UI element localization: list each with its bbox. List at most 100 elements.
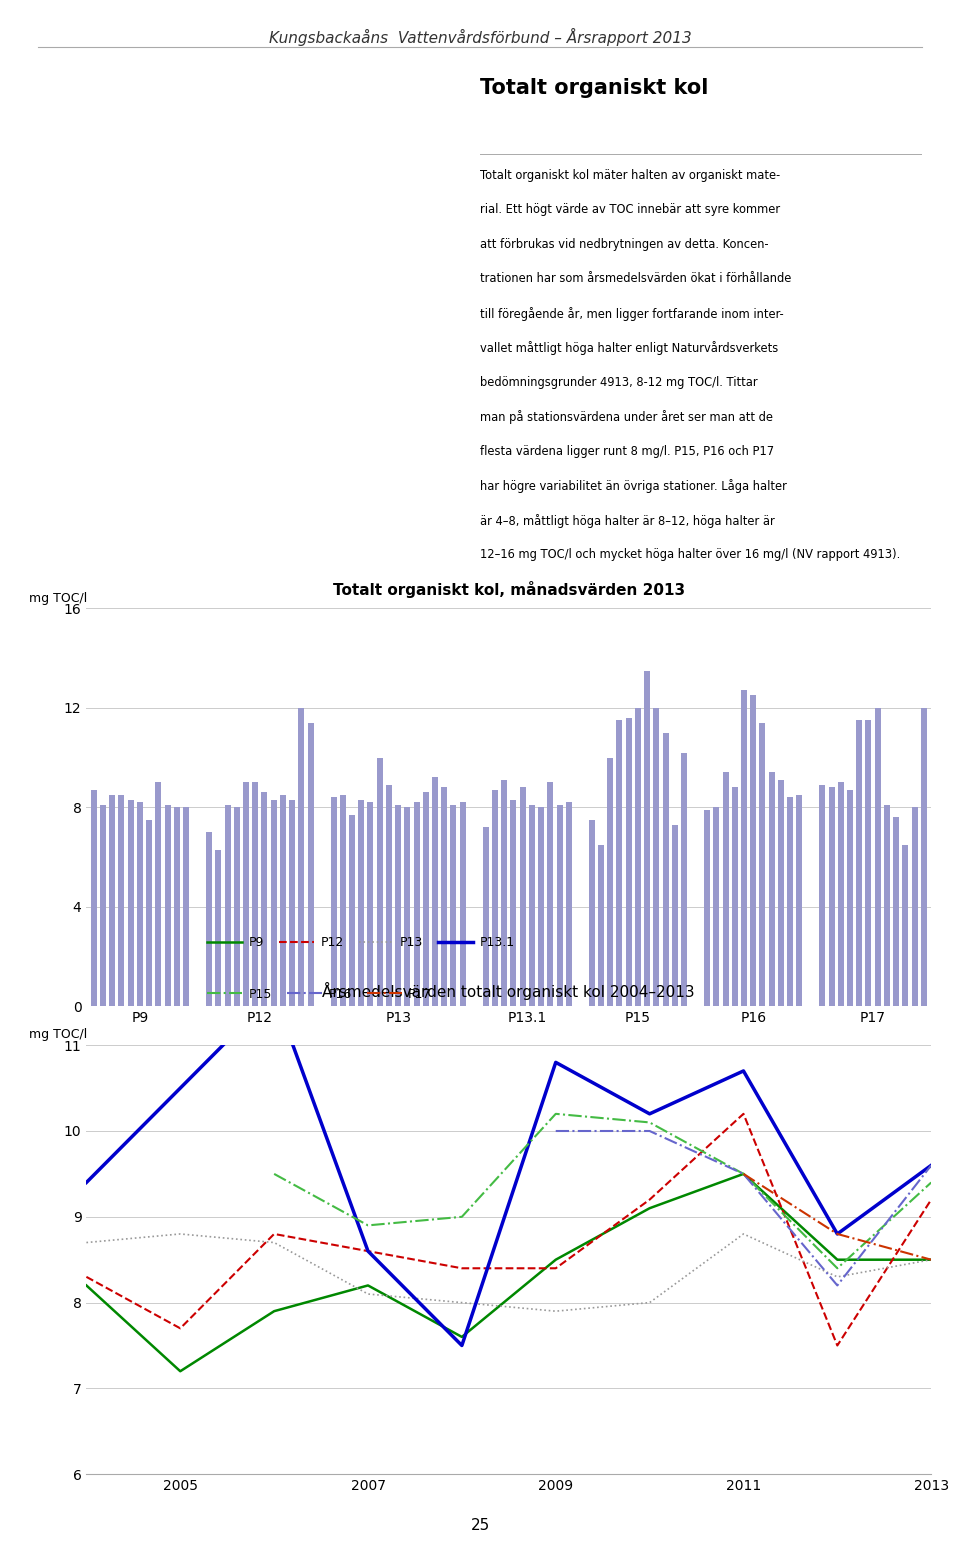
Bar <box>109 796 115 1006</box>
Bar <box>299 708 304 1006</box>
Text: rial. Ett högt värde av TOC innebär att syre kommer: rial. Ett högt värde av TOC innebär att … <box>480 203 780 217</box>
Bar <box>565 802 572 1006</box>
Bar <box>349 814 355 1006</box>
Bar <box>732 788 737 1006</box>
Text: har högre variabilitet än övriga stationer. Låga halter: har högre variabilitet än övriga station… <box>480 479 787 493</box>
Bar <box>529 805 535 1006</box>
Bar <box>174 808 180 1006</box>
Bar <box>672 825 678 1006</box>
Bar <box>137 802 143 1006</box>
Bar <box>414 802 420 1006</box>
Bar <box>778 780 784 1006</box>
Bar <box>704 810 710 1006</box>
Bar <box>644 671 650 1006</box>
Bar <box>128 800 133 1006</box>
Bar <box>838 783 844 1006</box>
Bar <box>261 792 268 1006</box>
Text: flesta värdena ligger runt 8 mg/l. P15, P16 och P17: flesta värdena ligger runt 8 mg/l. P15, … <box>480 445 774 457</box>
Bar <box>598 844 604 1006</box>
Bar <box>608 758 613 1006</box>
Bar <box>396 805 401 1006</box>
Bar <box>875 708 880 1006</box>
Bar <box>539 808 544 1006</box>
Text: vallet måttligt höga halter enligt Naturvårdsverkets: vallet måttligt höga halter enligt Natur… <box>480 342 779 356</box>
Text: att förbrukas vid nedbrytningen av detta. Koncen-: att förbrukas vid nedbrytningen av detta… <box>480 237 769 251</box>
Bar <box>713 808 719 1006</box>
Bar <box>492 789 498 1006</box>
Bar <box>662 733 668 1006</box>
Bar <box>243 783 249 1006</box>
Text: mg TOC/l: mg TOC/l <box>29 1028 87 1041</box>
Bar <box>164 805 171 1006</box>
Text: 25: 25 <box>470 1518 490 1533</box>
Text: trationen har som årsmedelsvärden ökat i förhållande: trationen har som årsmedelsvärden ökat i… <box>480 273 791 285</box>
Bar <box>146 819 152 1006</box>
Text: Totalt organiskt kol: Totalt organiskt kol <box>480 78 708 98</box>
Bar <box>183 808 189 1006</box>
Text: Kungsbackaåns  Vattenvårdsförbund – Årsrapport 2013: Kungsbackaåns Vattenvårdsförbund – Årsra… <box>269 28 691 47</box>
Text: mg TOC/l: mg TOC/l <box>29 593 87 605</box>
Bar <box>368 802 373 1006</box>
Bar <box>820 785 826 1006</box>
Bar <box>557 805 563 1006</box>
Bar <box>422 792 429 1006</box>
Bar <box>547 783 553 1006</box>
Bar <box>511 800 516 1006</box>
Bar <box>654 708 660 1006</box>
Bar <box>225 805 230 1006</box>
Bar <box>750 696 756 1006</box>
Bar <box>856 721 862 1006</box>
Bar <box>432 777 438 1006</box>
Bar <box>828 788 834 1006</box>
Bar <box>118 796 125 1006</box>
Bar <box>921 708 926 1006</box>
Bar <box>100 805 106 1006</box>
Bar <box>884 805 890 1006</box>
Bar <box>787 797 793 1006</box>
Text: är 4–8, måttligt höga halter är 8–12, höga halter är: är 4–8, måttligt höga halter är 8–12, hö… <box>480 513 775 527</box>
Bar <box>442 788 447 1006</box>
Text: bedömningsgrunder 4913, 8-12 mg TOC/l. Tittar: bedömningsgrunder 4913, 8-12 mg TOC/l. T… <box>480 376 757 388</box>
Title: Årsmedelsvärden totalt organiskt kol 2004–2013: Årsmedelsvärden totalt organiskt kol 200… <box>323 981 695 1000</box>
Text: Totalt organiskt kol mäter halten av organiskt mate-: Totalt organiskt kol mäter halten av org… <box>480 168 780 183</box>
Bar <box>340 796 346 1006</box>
Bar <box>280 796 286 1006</box>
Bar <box>741 691 747 1006</box>
Bar <box>215 850 222 1006</box>
Text: 12–16 mg TOC/l och mycket höga halter över 16 mg/l (NV rapport 4913).: 12–16 mg TOC/l och mycket höga halter öv… <box>480 548 900 562</box>
Bar <box>519 788 526 1006</box>
Bar <box>271 800 276 1006</box>
Bar <box>635 708 641 1006</box>
Text: till föregående år, men ligger fortfarande inom inter-: till föregående år, men ligger fortfaran… <box>480 307 783 321</box>
Bar <box>866 721 872 1006</box>
Bar <box>681 752 687 1006</box>
Bar <box>206 831 212 1006</box>
Bar <box>501 780 507 1006</box>
Bar <box>307 722 314 1006</box>
Bar <box>233 808 240 1006</box>
Bar <box>156 783 161 1006</box>
Bar <box>588 819 595 1006</box>
Bar <box>483 827 489 1006</box>
Bar <box>902 844 908 1006</box>
Bar <box>759 722 765 1006</box>
Bar <box>404 808 410 1006</box>
Bar <box>769 772 775 1006</box>
Bar <box>330 797 337 1006</box>
Title: Totalt organiskt kol, månadsvärden 2013: Totalt organiskt kol, månadsvärden 2013 <box>333 580 684 597</box>
Bar <box>796 796 803 1006</box>
Bar <box>358 800 364 1006</box>
Bar <box>847 789 853 1006</box>
Bar <box>386 785 392 1006</box>
Text: man på stationsvärdena under året ser man att de: man på stationsvärdena under året ser ma… <box>480 410 773 424</box>
Bar <box>252 783 258 1006</box>
Bar <box>450 805 456 1006</box>
Legend: P15, P16, P17: P15, P16, P17 <box>203 983 436 1006</box>
Bar <box>893 817 900 1006</box>
Bar <box>91 789 97 1006</box>
Bar <box>376 758 383 1006</box>
Bar <box>723 772 729 1006</box>
Bar <box>289 800 295 1006</box>
Bar <box>626 718 632 1006</box>
Bar <box>912 808 918 1006</box>
